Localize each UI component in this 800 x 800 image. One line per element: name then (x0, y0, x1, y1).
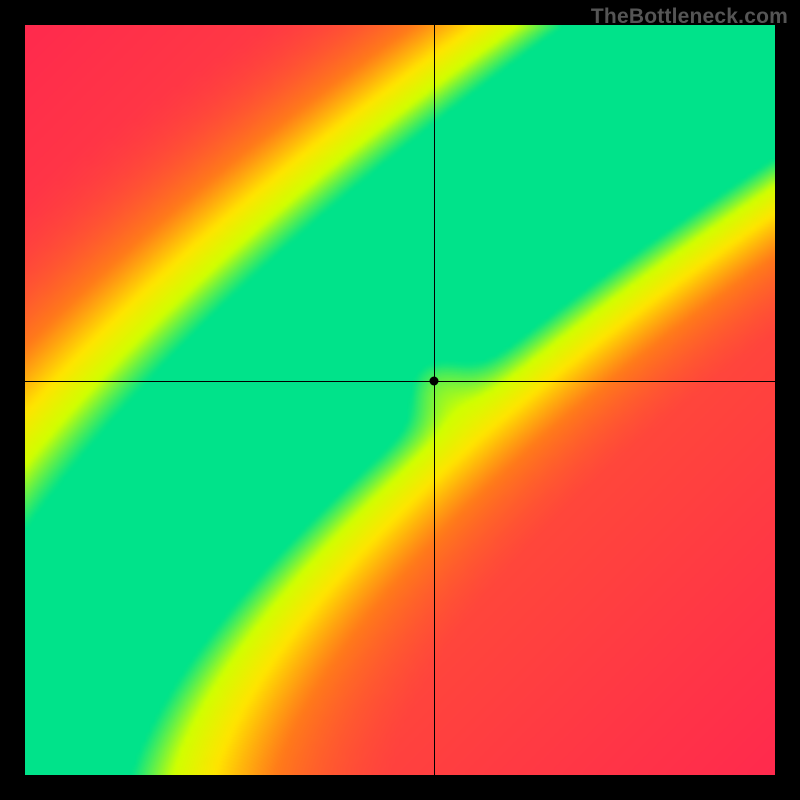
crosshair-dot (429, 377, 438, 386)
heatmap-plot (25, 25, 775, 775)
heatmap-canvas (25, 25, 775, 775)
crosshair-vertical (434, 25, 435, 775)
chart-container: TheBottleneck.com (0, 0, 800, 800)
watermark-text: TheBottleneck.com (591, 5, 788, 29)
crosshair-horizontal (25, 381, 775, 382)
